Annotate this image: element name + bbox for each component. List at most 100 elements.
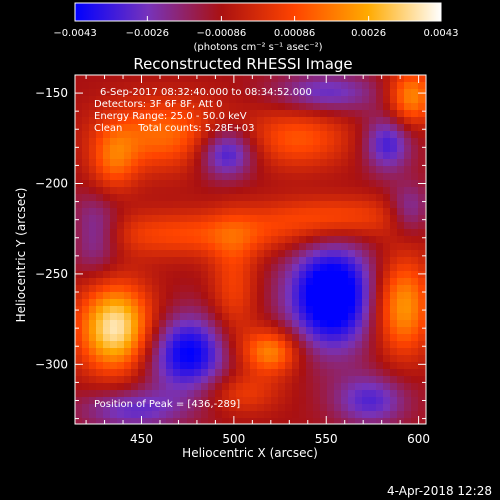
heatmap-cell: [229, 75, 237, 83]
heatmap-cell: [348, 131, 356, 139]
heatmap-cell: [166, 187, 174, 195]
heatmap-cell: [236, 75, 244, 83]
heatmap-cell: [187, 271, 195, 279]
heatmap-cell: [159, 306, 167, 314]
heatmap-cell: [215, 138, 223, 146]
heatmap-cell: [355, 75, 363, 83]
heatmap-cell: [299, 82, 307, 90]
heatmap-cell: [285, 257, 293, 265]
heatmap-cell: [159, 264, 167, 272]
heatmap-cell: [201, 264, 209, 272]
heatmap-cell: [124, 383, 132, 391]
heatmap-cell: [334, 82, 342, 90]
heatmap-cell: [208, 173, 216, 181]
heatmap-cell: [229, 229, 237, 237]
heatmap-cell: [194, 75, 202, 83]
heatmap-cell: [411, 348, 419, 356]
heatmap-cell: [180, 89, 188, 97]
heatmap-cell: [292, 271, 300, 279]
heatmap-cell: [229, 355, 237, 363]
heatmap-cell: [418, 187, 426, 195]
heatmap-cell: [89, 187, 97, 195]
heatmap-cell: [278, 341, 286, 349]
heatmap-cell: [96, 285, 104, 293]
heatmap-cell: [152, 103, 160, 111]
heatmap-cell: [390, 327, 398, 335]
heatmap-cell: [306, 208, 314, 216]
heatmap-cell: [257, 82, 265, 90]
heatmap-cell: [292, 236, 300, 244]
heatmap-cell: [159, 411, 167, 419]
heatmap-cell: [257, 75, 265, 83]
heatmap-cell: [348, 208, 356, 216]
heatmap-cell: [236, 376, 244, 384]
heatmap-cell: [124, 117, 132, 125]
heatmap-cell: [215, 362, 223, 370]
heatmap-cell: [110, 362, 118, 370]
heatmap-cell: [271, 138, 279, 146]
heatmap-cell: [341, 369, 349, 377]
heatmap-cell: [264, 299, 272, 307]
heatmap-cell: [376, 82, 384, 90]
heatmap-cell: [397, 397, 405, 405]
heatmap-cell: [131, 355, 139, 363]
heatmap-cell: [411, 222, 419, 230]
heatmap-cell: [383, 159, 391, 167]
heatmap-cell: [222, 257, 230, 265]
heatmap-cell: [278, 271, 286, 279]
heatmap-cell: [201, 124, 209, 132]
heatmap-cell: [369, 131, 377, 139]
heatmap-cell: [292, 341, 300, 349]
heatmap-cell: [299, 390, 307, 398]
heatmap-cell: [138, 376, 146, 384]
heatmap-cell: [306, 103, 314, 111]
heatmap-cell: [362, 299, 370, 307]
heatmap-cell: [75, 292, 83, 300]
heatmap-cell: [348, 397, 356, 405]
heatmap-cell: [418, 166, 426, 174]
heatmap-cell: [138, 257, 146, 265]
heatmap-cell: [418, 243, 426, 251]
heatmap-cell: [383, 334, 391, 342]
heatmap-cell: [110, 264, 118, 272]
heatmap-cell: [229, 306, 237, 314]
heatmap-cell: [299, 285, 307, 293]
heatmap-cell: [75, 362, 83, 370]
heatmap-cell: [103, 348, 111, 356]
heatmap-cell: [152, 404, 160, 412]
heatmap-cell: [229, 250, 237, 258]
heatmap-cell: [215, 124, 223, 132]
heatmap-cell: [138, 250, 146, 258]
heatmap-cell: [306, 89, 314, 97]
heatmap-cell: [166, 222, 174, 230]
heatmap-cell: [229, 173, 237, 181]
heatmap-cell: [201, 320, 209, 328]
heatmap-cell: [418, 75, 426, 83]
heatmap-cell: [264, 285, 272, 293]
heatmap-cell: [404, 138, 412, 146]
heatmap-cell: [250, 341, 258, 349]
heatmap-cell: [334, 306, 342, 314]
heatmap-cell: [187, 383, 195, 391]
heatmap-cell: [229, 138, 237, 146]
heatmap-cell: [264, 82, 272, 90]
heatmap-cell: [320, 180, 328, 188]
heatmap-cell: [82, 411, 90, 419]
heatmap-cell: [103, 152, 111, 160]
heatmap-cell: [320, 229, 328, 237]
heatmap-cell: [173, 355, 181, 363]
heatmap-cell: [222, 376, 230, 384]
heatmap-cell: [201, 229, 209, 237]
heatmap-cell: [229, 278, 237, 286]
heatmap-cell: [418, 348, 426, 356]
heatmap-cell: [292, 110, 300, 118]
heatmap-cell: [201, 96, 209, 104]
heatmap-cell: [390, 89, 398, 97]
heatmap-cell: [383, 96, 391, 104]
heatmap-cell: [145, 159, 153, 167]
heatmap-cell: [299, 334, 307, 342]
heatmap-cell: [348, 383, 356, 391]
heatmap-cell: [124, 334, 132, 342]
heatmap-cell: [138, 313, 146, 321]
heatmap-cell: [194, 271, 202, 279]
